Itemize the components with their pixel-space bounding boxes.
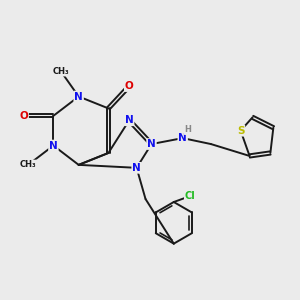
Text: N: N: [74, 92, 83, 101]
Text: O: O: [19, 111, 28, 121]
Text: CH₃: CH₃: [52, 67, 69, 76]
Text: N: N: [178, 133, 187, 143]
Text: O: O: [125, 81, 134, 91]
Text: N: N: [49, 140, 58, 151]
Text: CH₃: CH₃: [20, 160, 37, 169]
Text: H: H: [184, 125, 191, 134]
Text: N: N: [147, 139, 156, 149]
Text: N: N: [125, 115, 134, 125]
Text: N: N: [132, 163, 141, 173]
Text: S: S: [237, 126, 244, 136]
Text: Cl: Cl: [185, 191, 196, 201]
